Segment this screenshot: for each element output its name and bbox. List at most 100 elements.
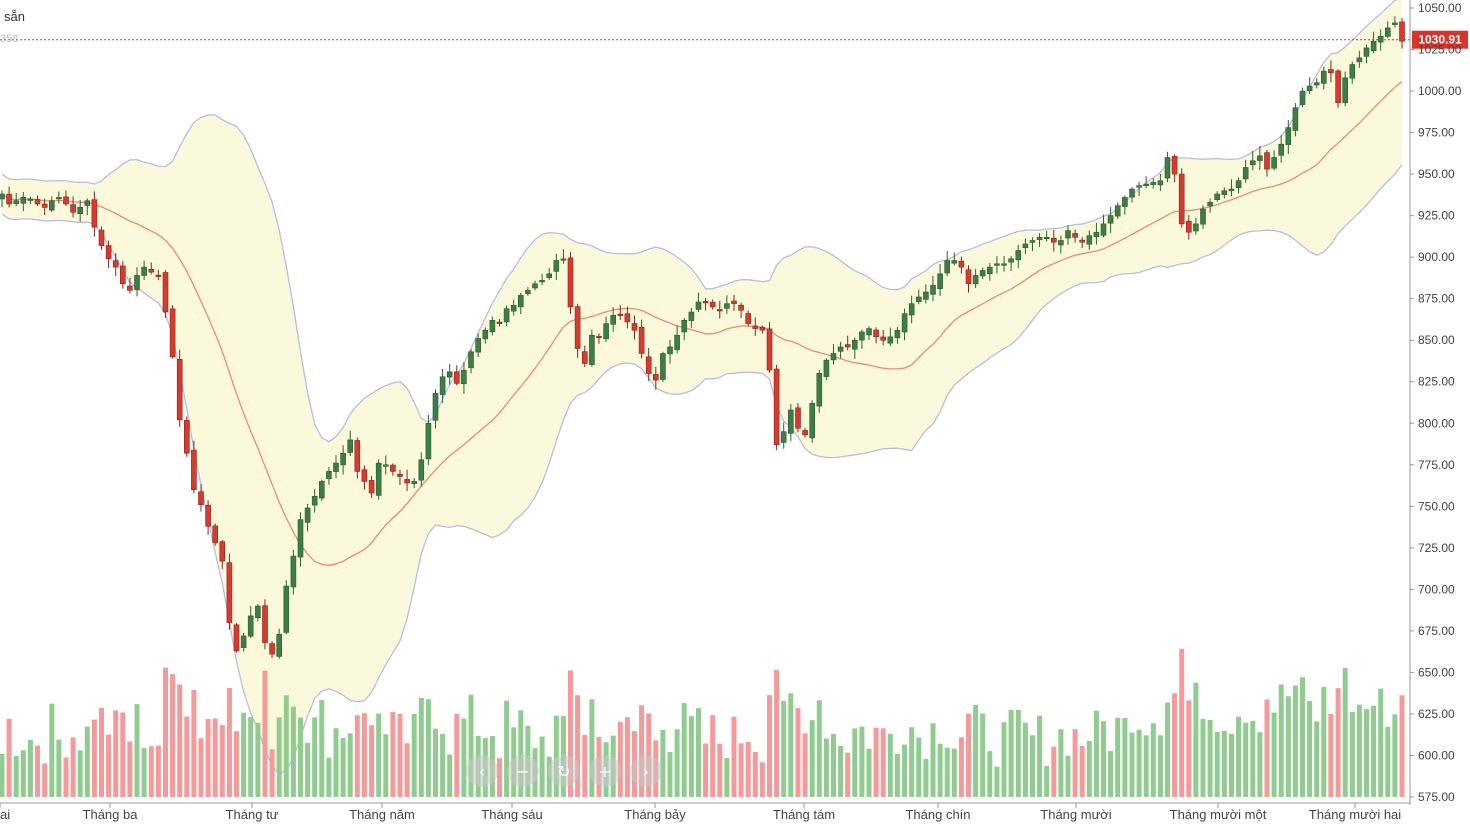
candle-body [752,325,759,329]
candlestick [589,329,595,367]
volume-bar [120,712,126,797]
candle-body [141,266,147,276]
candle-body [361,469,368,482]
scroll-right-button[interactable]: › [630,755,662,787]
candle-body [184,419,190,454]
candlestick [731,294,737,311]
candlestick [1150,178,1157,189]
candlestick [681,318,688,341]
volume-bar [1200,718,1206,797]
candle-body [318,481,325,499]
zoom-out-button[interactable]: − [507,755,539,787]
candle-body [397,473,403,477]
volume-bar [1044,765,1050,797]
candlestick [120,260,126,289]
candlestick [702,298,709,311]
candlestick [411,478,418,489]
candle-body [205,504,211,527]
candlestick [752,317,759,336]
candle-body [638,326,645,354]
candle-body [503,308,510,323]
candlestick [958,256,965,274]
volume-bar [42,763,48,797]
candlestick [652,366,659,390]
candle-body [304,507,311,523]
candlestick [930,276,936,302]
candlestick [1271,150,1277,171]
volume-bar [1186,700,1192,797]
volume-bar [582,734,588,797]
plus-icon: + [598,761,612,781]
volume-bar [880,728,886,797]
candle-body [219,541,226,562]
candlestick [1321,66,1327,90]
candle-body [233,624,240,652]
candle-body [1072,233,1078,238]
candlestick [539,273,545,286]
candle-body [134,275,140,291]
candle-body [496,321,503,324]
candle-body [581,351,588,364]
candlestick [660,351,666,382]
scroll-left-button[interactable]: ‹ [466,755,498,787]
candlestick [276,628,283,659]
candle-body [226,562,233,623]
volume-bar [219,725,225,797]
candlestick [141,260,147,281]
candlestick [283,580,290,635]
volume-bar [255,723,261,797]
candlestick [1235,177,1242,194]
candle-body [1122,197,1128,207]
candlestick [937,264,943,296]
candlestick [382,455,389,475]
volume-bar [205,719,211,797]
candle-body [77,207,83,215]
volume-bar [575,695,581,797]
candle-body [91,199,98,228]
candle-body [567,257,574,308]
candle-body [510,304,517,312]
volume-bar [958,737,964,797]
volume-bar [27,739,33,797]
zoom-in-button[interactable]: + [589,755,621,787]
candlestick [34,195,41,206]
candle-body [368,480,375,494]
candle-body [418,459,425,481]
candle-body [1150,182,1157,185]
volume-bar [1058,729,1064,797]
volume-bar [1335,688,1341,797]
candle-body [1001,263,1007,266]
candlestick [1093,222,1100,245]
candle-body [120,265,126,285]
candlestick [880,329,887,346]
y-tick-label: 650.00 [1418,665,1455,679]
candle-body [1250,160,1256,166]
last-price-badge [1412,30,1468,49]
candlestick [318,479,325,501]
y-tick-label: 625.00 [1418,707,1455,721]
candlestick [1171,154,1178,183]
candle-body [1285,127,1292,145]
candlestick [482,327,489,344]
volume-bar [440,733,446,797]
candlestick [525,287,531,296]
candlestick [0,190,5,208]
candle-body [724,303,730,309]
candlestick [84,198,91,216]
candle-body [759,326,766,331]
volume-bar [1150,723,1156,797]
candle-body [340,452,346,466]
volume-bar [1101,721,1106,797]
volume-bar [1143,735,1149,797]
candlestick [1114,202,1121,219]
volume-bar [845,752,851,797]
candle-body [255,605,261,618]
candle-body [1029,240,1036,243]
candle-body [660,353,666,380]
candle-body [1335,70,1341,104]
reset-button[interactable]: ↻ [548,755,580,787]
candlestick [1029,237,1036,252]
volume-bar [994,766,1000,797]
volume-bar [1349,711,1355,797]
candlestick [1178,168,1185,228]
